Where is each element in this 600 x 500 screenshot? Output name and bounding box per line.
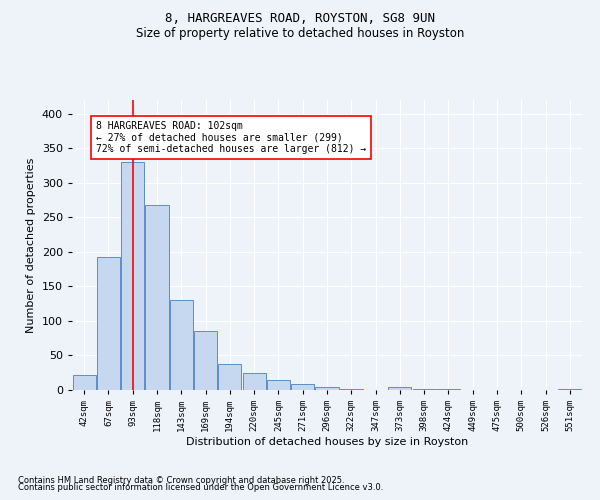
Text: 8, HARGREAVES ROAD, ROYSTON, SG8 9UN: 8, HARGREAVES ROAD, ROYSTON, SG8 9UN xyxy=(165,12,435,26)
Bar xyxy=(170,300,193,390)
Bar xyxy=(340,388,363,390)
Bar xyxy=(559,388,581,390)
X-axis label: Distribution of detached houses by size in Royston: Distribution of detached houses by size … xyxy=(186,437,468,447)
Y-axis label: Number of detached properties: Number of detached properties xyxy=(26,158,36,332)
Bar xyxy=(97,258,120,390)
Bar xyxy=(218,364,241,390)
Bar xyxy=(145,205,169,390)
Text: 8 HARGREAVES ROAD: 102sqm
← 27% of detached houses are smaller (299)
72% of semi: 8 HARGREAVES ROAD: 102sqm ← 27% of detac… xyxy=(96,120,367,154)
Bar xyxy=(242,372,266,390)
Bar xyxy=(413,388,436,390)
Bar xyxy=(267,380,290,390)
Text: Contains HM Land Registry data © Crown copyright and database right 2025.: Contains HM Land Registry data © Crown c… xyxy=(18,476,344,485)
Text: Contains public sector information licensed under the Open Government Licence v3: Contains public sector information licen… xyxy=(18,484,383,492)
Bar xyxy=(291,384,314,390)
Bar xyxy=(121,162,144,390)
Text: Size of property relative to detached houses in Royston: Size of property relative to detached ho… xyxy=(136,28,464,40)
Bar xyxy=(73,375,95,390)
Bar xyxy=(194,332,217,390)
Bar xyxy=(388,387,412,390)
Bar xyxy=(316,386,338,390)
